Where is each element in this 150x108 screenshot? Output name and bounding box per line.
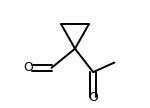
- Text: O: O: [23, 61, 33, 74]
- Text: O: O: [88, 91, 98, 104]
